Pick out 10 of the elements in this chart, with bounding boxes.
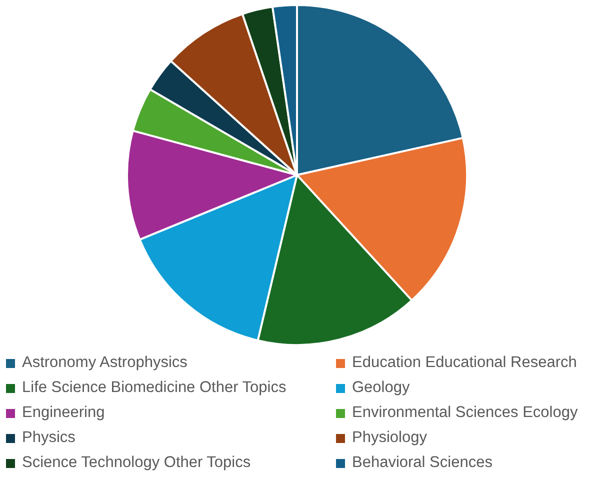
legend-label: Physiology [352,429,427,447]
legend-label: Engineering [22,404,105,422]
legend-label: Education Educational Research [352,354,577,372]
legend-label: Environmental Sciences Ecology [352,404,578,422]
legend-label: Behavioral Sciences [352,454,492,472]
legend-label: Astronomy Astrophysics [22,354,188,372]
legend-label: Geology [352,379,410,397]
legend-label: Life Science Biomedicine Other Topics [22,379,286,397]
legend-label: Science Technology Other Topics [22,454,251,472]
legend-label: Physics [22,429,76,447]
